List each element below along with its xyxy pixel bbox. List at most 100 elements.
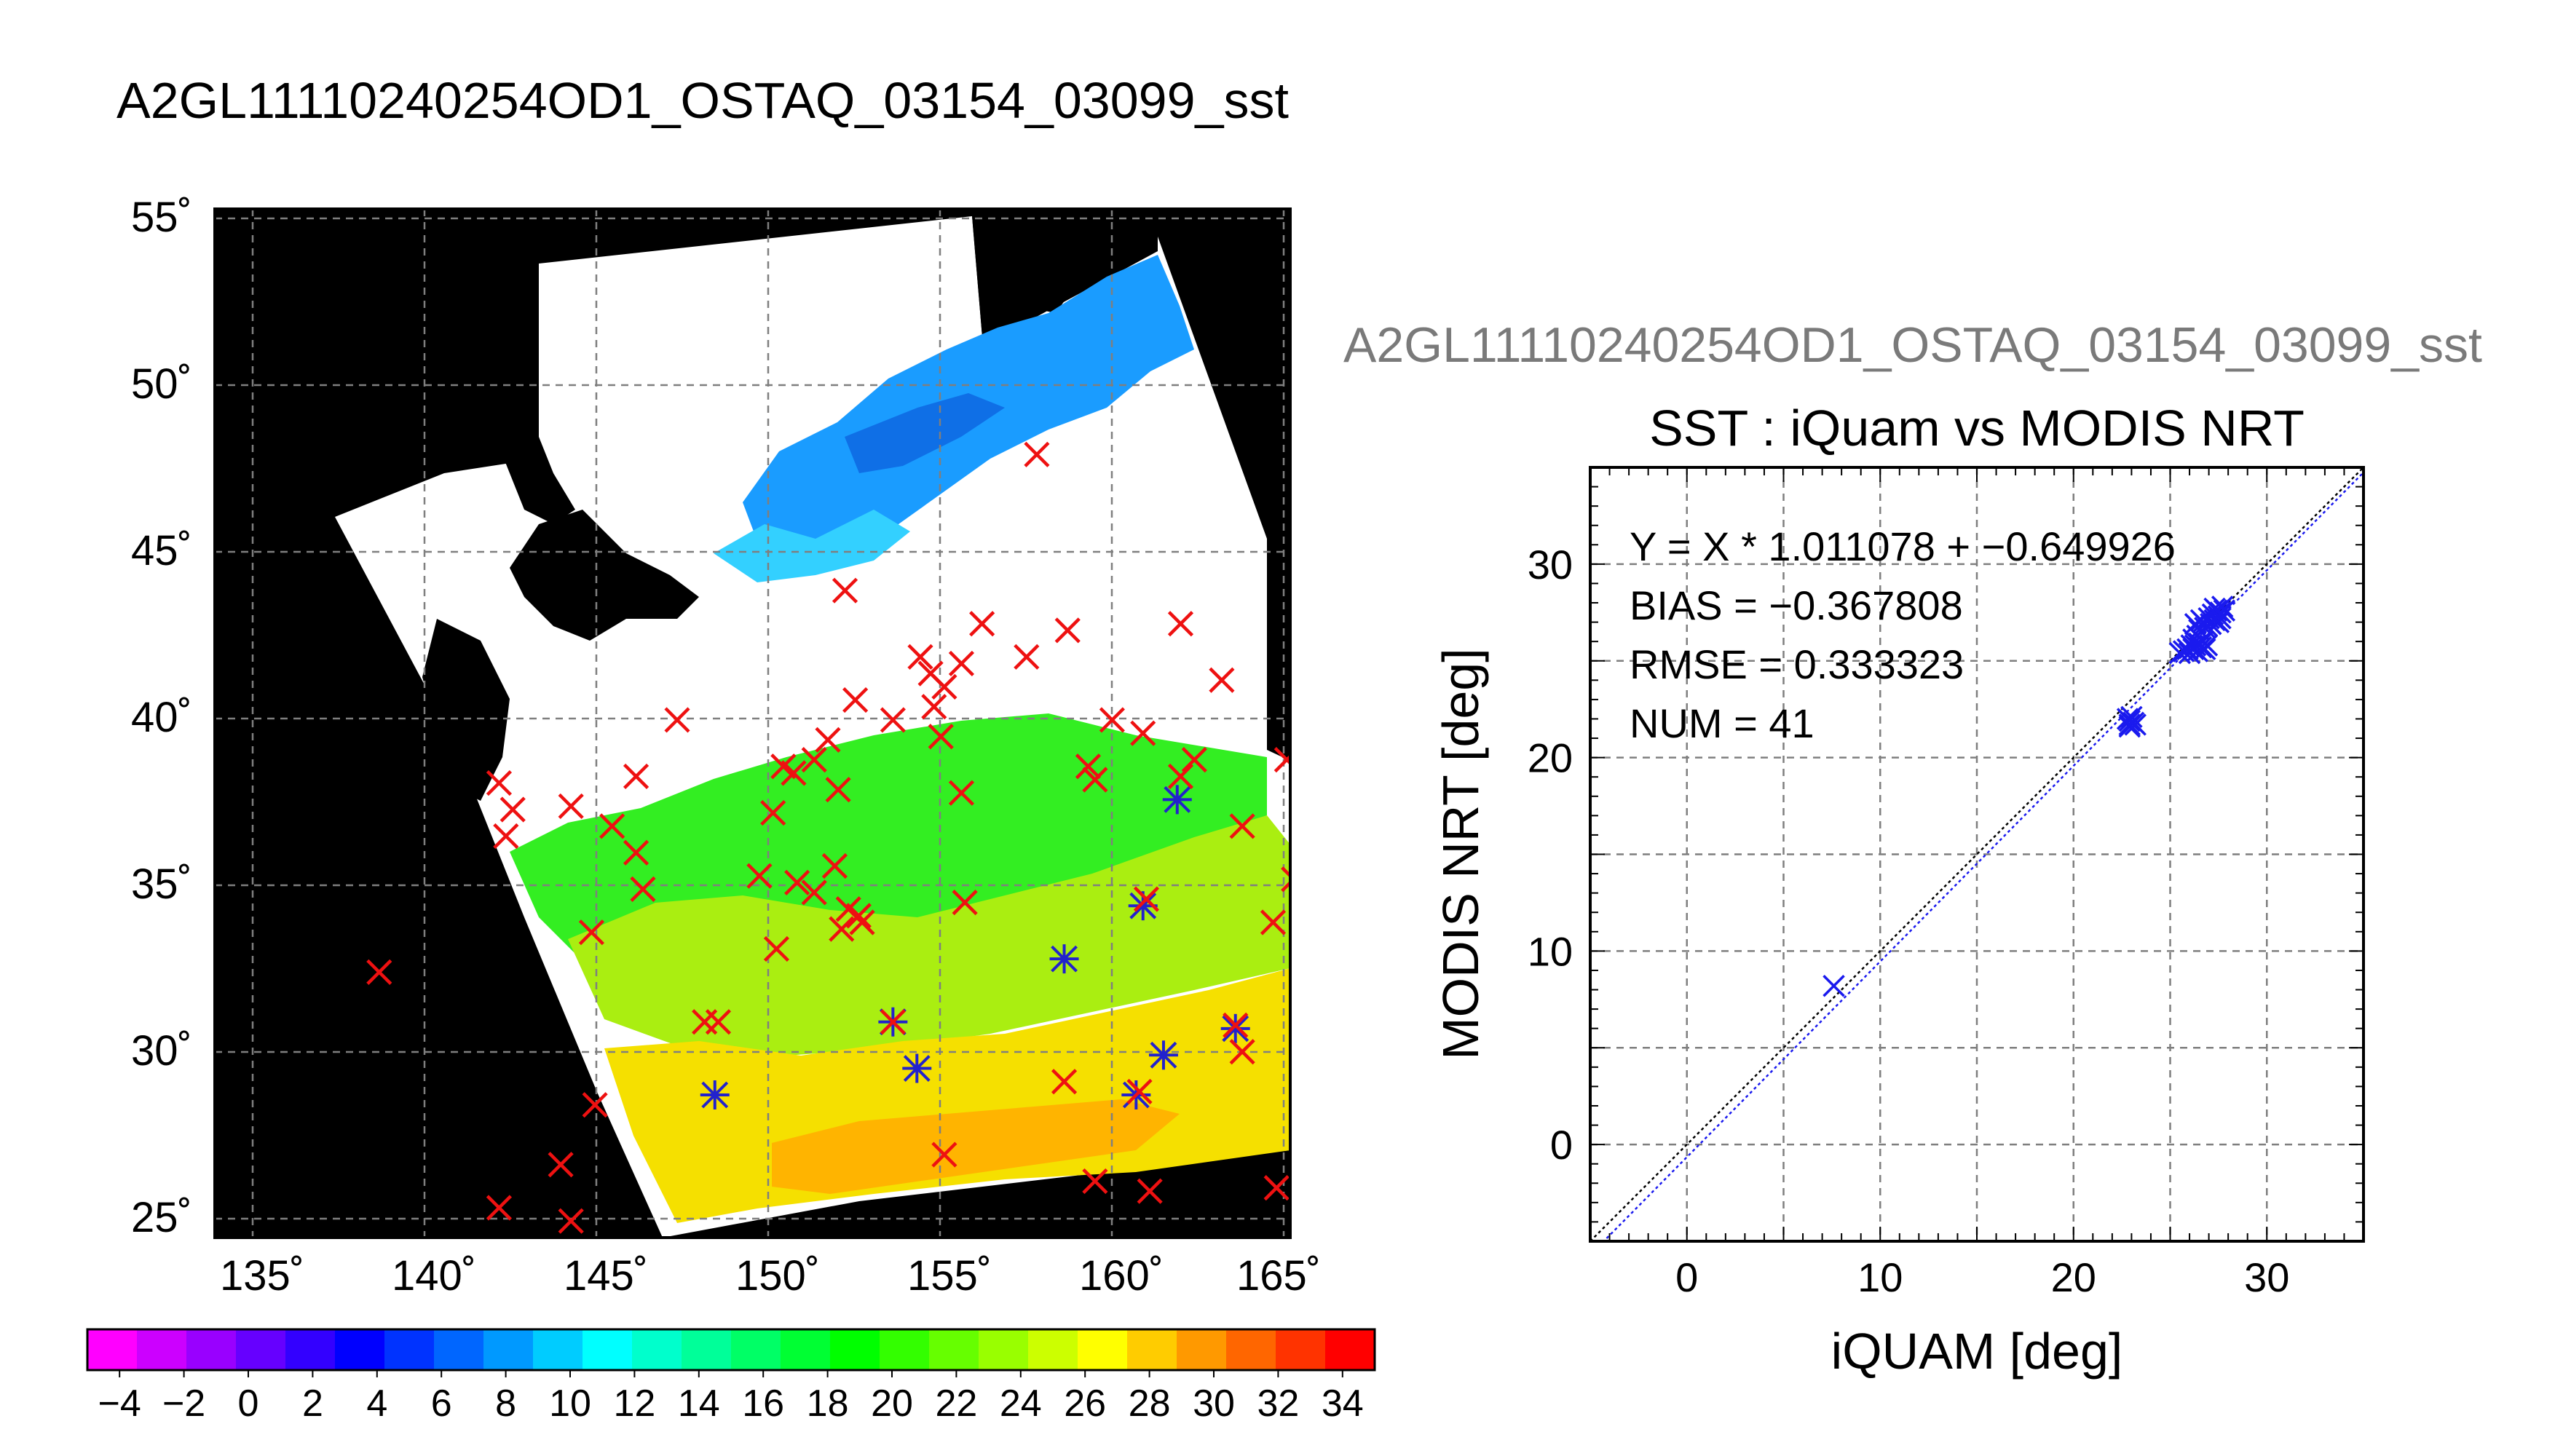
map-matchup-red-marker xyxy=(1260,909,1287,935)
colorbar-cell xyxy=(1127,1329,1177,1370)
map-matchup-red-marker xyxy=(1082,1168,1108,1195)
map-matchup-blue-marker xyxy=(700,1080,730,1110)
colorbar-cell xyxy=(781,1329,831,1370)
colorbar-cell xyxy=(1028,1329,1078,1370)
colorbar-cell xyxy=(1276,1329,1326,1370)
colorbar-cell xyxy=(236,1329,286,1370)
colorbar-tick-label: 8 xyxy=(495,1382,516,1425)
map-matchup-blue-marker xyxy=(1220,1013,1250,1043)
colorbar-cell xyxy=(830,1329,880,1370)
map-matchup-red-marker xyxy=(1075,753,1102,780)
colorbar-cell xyxy=(1078,1329,1128,1370)
map-matchup-red-marker xyxy=(801,747,827,773)
colorbar-cell xyxy=(434,1329,484,1370)
scatter-point xyxy=(2194,638,2216,661)
colorbar-cell xyxy=(186,1329,237,1370)
map-matchup-blue-marker xyxy=(1162,785,1192,815)
colorbar-cell xyxy=(335,1329,385,1370)
map-matchup-red-marker xyxy=(931,673,957,700)
map-matchup-red-marker xyxy=(832,577,858,604)
sst-field-lightgreen xyxy=(568,815,1290,1056)
map-matchup-red-marker xyxy=(1137,1178,1163,1204)
map-matchup-red-marker xyxy=(1209,667,1235,693)
land-sakhalin xyxy=(481,306,575,524)
map-matchup-blue-marker xyxy=(1148,1040,1178,1070)
lon-tick-label: 165˚ xyxy=(1236,1252,1321,1299)
map-matchup-red-marker xyxy=(599,813,625,839)
colorbar-tick-label: 0 xyxy=(238,1382,259,1425)
colorbar-tick-label: 28 xyxy=(1129,1382,1171,1425)
lon-tick-label: 135˚ xyxy=(220,1252,304,1299)
colorbar-cell xyxy=(880,1329,930,1370)
map-matchup-red-marker xyxy=(1167,611,1194,637)
map-matchup-red-marker xyxy=(1054,617,1081,644)
scatter-point xyxy=(2213,599,2236,622)
scatter-x-tick-label: 10 xyxy=(1857,1254,1903,1300)
map-matchup-red-marker xyxy=(548,1152,574,1178)
scatter-annotation: Y = X * 1.011078 + −0.649926 xyxy=(1630,523,2176,569)
lon-tick-label: 160˚ xyxy=(1079,1252,1164,1299)
map-matchup-red-marker xyxy=(849,909,875,935)
map-matchup-red-marker xyxy=(825,777,851,803)
map-matchup-red-marker xyxy=(493,823,519,850)
map-matchup-red-marker xyxy=(969,611,995,637)
colorbar-cell xyxy=(1325,1329,1375,1370)
scatter-point xyxy=(2209,607,2232,630)
map-matchup-red-marker xyxy=(1099,707,1125,733)
scatter-panel: SST : iQuam vs MODIS NRT 0 10 20 300102030 … xyxy=(1432,400,2365,1380)
lat-tick-label: 50˚ xyxy=(131,360,192,408)
map-matchup-red-marker xyxy=(746,863,773,889)
scatter-point xyxy=(2118,713,2141,736)
lat-tick-label: 30˚ xyxy=(131,1027,192,1075)
scatter-point xyxy=(2124,713,2147,736)
colorbar-tick-label: 24 xyxy=(1000,1382,1042,1425)
map-matchup-red-marker xyxy=(1273,747,1290,773)
map-gridlines xyxy=(215,209,1290,1238)
map-matchup-red-marker xyxy=(907,644,933,670)
scatter-title: SST : iQuam vs MODIS NRT xyxy=(1649,400,2305,456)
map-matchup-red-marker xyxy=(578,919,605,946)
colorbar-tick-label: 20 xyxy=(871,1382,913,1425)
map-matchup-red-marker xyxy=(1130,720,1156,746)
sst-field-north-light xyxy=(714,510,910,582)
lat-tick-label: 35˚ xyxy=(131,860,192,908)
lat-tick-label: 40˚ xyxy=(131,694,192,741)
map-matchup-red-marker xyxy=(952,890,978,916)
colorbar-cell xyxy=(87,1329,138,1370)
lat-tick-label: 25˚ xyxy=(131,1194,192,1241)
identity-line xyxy=(1590,467,2364,1241)
map-matchup-red-marker xyxy=(1263,1175,1290,1201)
map-matchup-red-marker xyxy=(760,799,786,826)
map-matchup-red-marker xyxy=(1082,767,1108,793)
scatter-x-tick-label: 30 xyxy=(2244,1254,2289,1300)
scatter-point xyxy=(2207,611,2230,633)
map-matchup-red-marker xyxy=(1133,886,1160,912)
colorbar-cell xyxy=(682,1329,732,1370)
scatter-y-tick-label: 10 xyxy=(1528,928,1573,974)
scatter-point xyxy=(2203,597,2226,620)
sst-field-north-dark xyxy=(845,393,1005,473)
map-matchup-red-marker xyxy=(558,1208,584,1234)
colorbar-cell xyxy=(929,1329,979,1370)
map-matchup-red-marker xyxy=(801,879,827,906)
map-matchup-red-marker xyxy=(705,1009,732,1035)
map-matchup-red-marker xyxy=(582,1092,608,1118)
map-matchup-red-marker xyxy=(1014,644,1040,670)
colorbar-cell xyxy=(483,1329,534,1370)
map-frame xyxy=(213,207,1292,1239)
colorbar-tick-label: 2 xyxy=(302,1382,323,1425)
colorbar-tick-label: 6 xyxy=(431,1382,452,1425)
scatter-y-axis-label: MODIS NRT [deg] xyxy=(1432,648,1489,1059)
colorbar-tick-label: 16 xyxy=(742,1382,784,1425)
map-matchup-red-marker xyxy=(558,793,584,820)
secondary-title: A2GL11110240254OD1_OSTAQ_03154_03099_sst xyxy=(1343,317,2482,373)
scatter-point xyxy=(2120,705,2143,729)
map-matchup-red-marker xyxy=(784,869,810,895)
colorbar-tick-label: 30 xyxy=(1193,1382,1235,1425)
map-matchup-red-marker xyxy=(1167,763,1194,790)
scatter-point xyxy=(2188,618,2211,641)
map-matchup-red-marker xyxy=(845,903,872,929)
map-matchup-red-marker xyxy=(948,650,975,677)
map-matchup-red-marker xyxy=(948,780,975,806)
